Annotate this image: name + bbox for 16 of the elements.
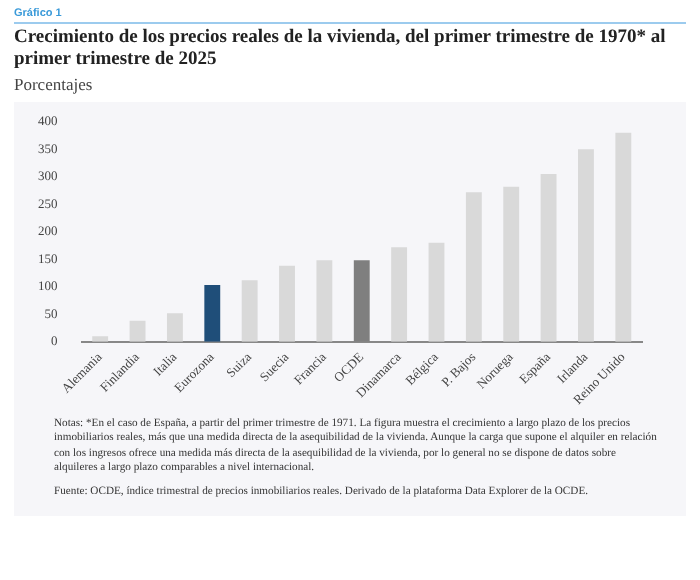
bar — [540, 174, 557, 342]
bar — [578, 149, 594, 342]
bar — [166, 313, 183, 342]
bar — [129, 320, 146, 342]
bar — [241, 280, 258, 342]
bar — [615, 132, 632, 342]
bar — [316, 260, 333, 342]
bar — [279, 265, 295, 342]
bar — [428, 242, 445, 342]
bar — [92, 336, 109, 342]
chart-title: Crecimiento de los precios reales de la vivienda, del primer trimestre de 1970* al primer trimestre de 2025 — [14, 28, 668, 72]
bar — [465, 192, 482, 342]
chart-subtitle: Porcentajes — [14, 74, 95, 94]
bar — [503, 186, 520, 342]
bar — [391, 247, 408, 342]
bar — [204, 285, 221, 342]
